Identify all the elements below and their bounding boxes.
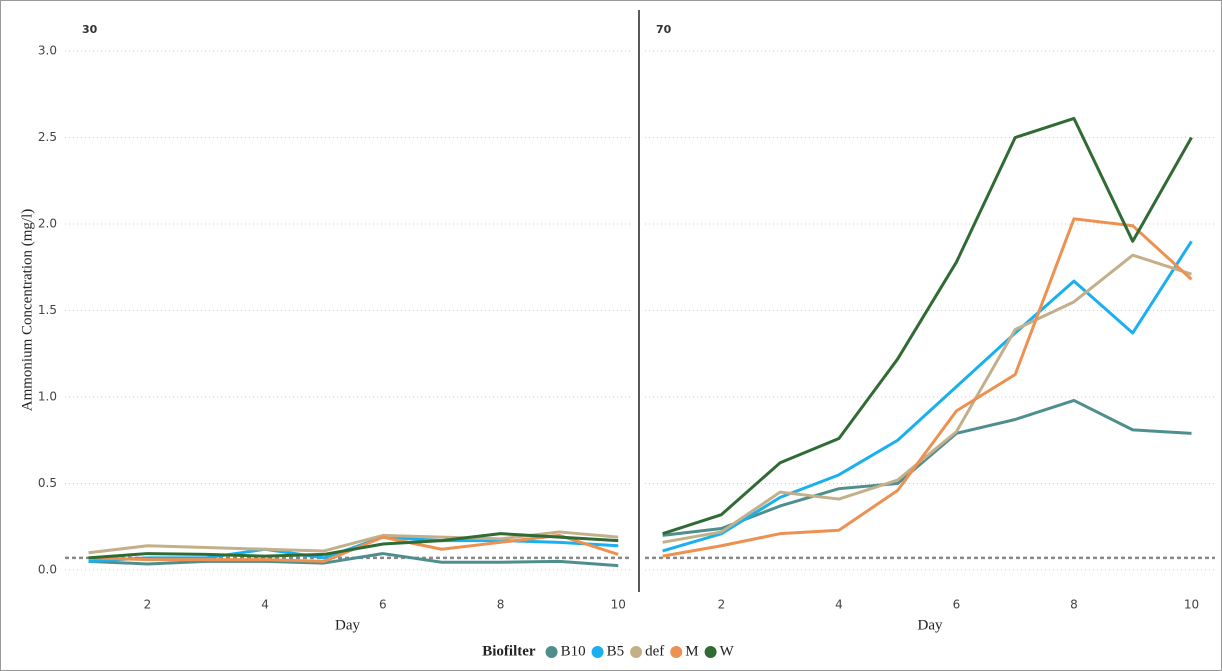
legend-label: B5	[607, 643, 625, 659]
y-tick-label: 0.0	[38, 563, 57, 577]
x-tick-label: 2	[718, 598, 726, 612]
legend-marker	[630, 646, 643, 658]
x-tick-label: 8	[497, 598, 505, 612]
y-tick-label: 2.5	[38, 130, 57, 144]
x-tick-label: 10	[1184, 598, 1199, 612]
y-tick-label: 3.0	[38, 44, 57, 58]
legend-label: W	[720, 643, 735, 659]
x-tick-label: 6	[379, 598, 387, 612]
legend: Biofilter B10 B5 def M W	[482, 643, 734, 659]
legend-label: M	[685, 643, 698, 659]
legend-title: Biofilter	[482, 643, 536, 659]
x-tick-label: 10	[611, 598, 626, 612]
series-line	[88, 532, 619, 560]
series-line	[662, 240, 1193, 553]
y-tick-label: 1.5	[38, 303, 57, 317]
series-line	[662, 253, 1192, 544]
y-axis-label: Ammonium Concentration (mg/l)	[19, 209, 35, 411]
x-tick-label: 2	[144, 598, 152, 612]
legend-marker	[591, 646, 604, 658]
y-tick-label: 2.0	[38, 217, 57, 231]
legend-marker	[545, 646, 558, 658]
legend-marker	[704, 646, 717, 658]
series-line	[88, 535, 619, 563]
x-tick-label: 6	[953, 598, 961, 612]
x-tick-label: 4	[835, 598, 843, 612]
legend-marker	[670, 646, 683, 658]
x-tick-label: 8	[1070, 598, 1078, 612]
y-tick-label: 1.0	[38, 390, 57, 404]
y-tick-label: 0.5	[38, 476, 57, 490]
x-axis-label: Day	[335, 617, 360, 633]
x-axis-label: Day	[918, 617, 943, 633]
series-line	[662, 116, 1193, 536]
legend-label: def	[645, 643, 664, 659]
series-line	[662, 217, 1193, 558]
x-tick-label: 4	[261, 598, 269, 612]
panel-title: 70	[656, 23, 672, 36]
series-line	[88, 552, 619, 568]
legend-label: B10	[561, 643, 586, 659]
panel-title: 30	[82, 23, 98, 36]
